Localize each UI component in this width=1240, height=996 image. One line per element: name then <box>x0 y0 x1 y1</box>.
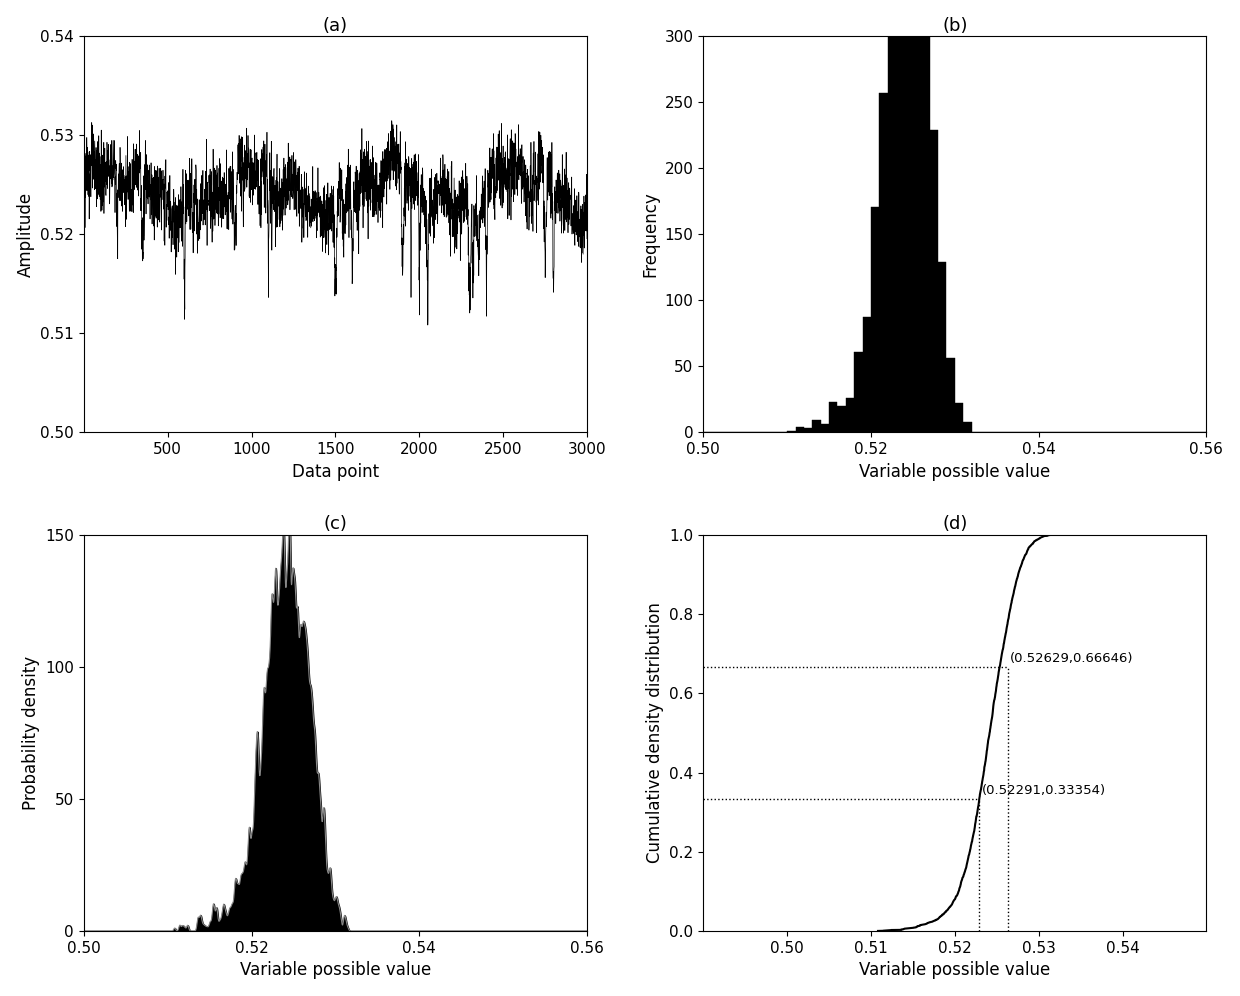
Bar <box>854 352 863 432</box>
Bar <box>888 0 897 432</box>
Title: (b): (b) <box>942 17 967 35</box>
Bar <box>787 431 796 432</box>
X-axis label: Variable possible value: Variable possible value <box>859 462 1050 481</box>
Bar <box>812 420 821 432</box>
Y-axis label: Probability density: Probability density <box>21 656 40 810</box>
Bar <box>921 1 930 432</box>
Title: (a): (a) <box>322 17 348 35</box>
Bar <box>963 421 972 432</box>
Title: (d): (d) <box>942 515 967 534</box>
Y-axis label: Amplitude: Amplitude <box>16 191 35 277</box>
Bar <box>930 129 937 432</box>
Y-axis label: Frequency: Frequency <box>641 191 658 277</box>
X-axis label: Variable possible value: Variable possible value <box>859 961 1050 979</box>
Text: (0.52629,0.66646): (0.52629,0.66646) <box>1011 652 1133 665</box>
Bar <box>897 0 904 432</box>
Y-axis label: Cumulative density distribution: Cumulative density distribution <box>646 603 663 864</box>
Bar <box>870 206 879 432</box>
X-axis label: Data point: Data point <box>291 462 379 481</box>
Text: (0.52291,0.33354): (0.52291,0.33354) <box>982 784 1106 797</box>
Bar <box>830 402 837 432</box>
Bar <box>837 406 846 432</box>
Bar <box>913 0 921 432</box>
Bar <box>821 424 830 432</box>
Bar <box>879 93 888 432</box>
Bar <box>796 427 804 432</box>
Bar <box>863 318 870 432</box>
X-axis label: Variable possible value: Variable possible value <box>239 961 432 979</box>
Bar <box>846 398 854 432</box>
Title: (c): (c) <box>324 515 347 534</box>
Bar <box>955 403 963 432</box>
Bar <box>937 262 946 432</box>
Bar <box>946 359 955 432</box>
Bar <box>804 428 812 432</box>
Bar <box>904 0 913 432</box>
